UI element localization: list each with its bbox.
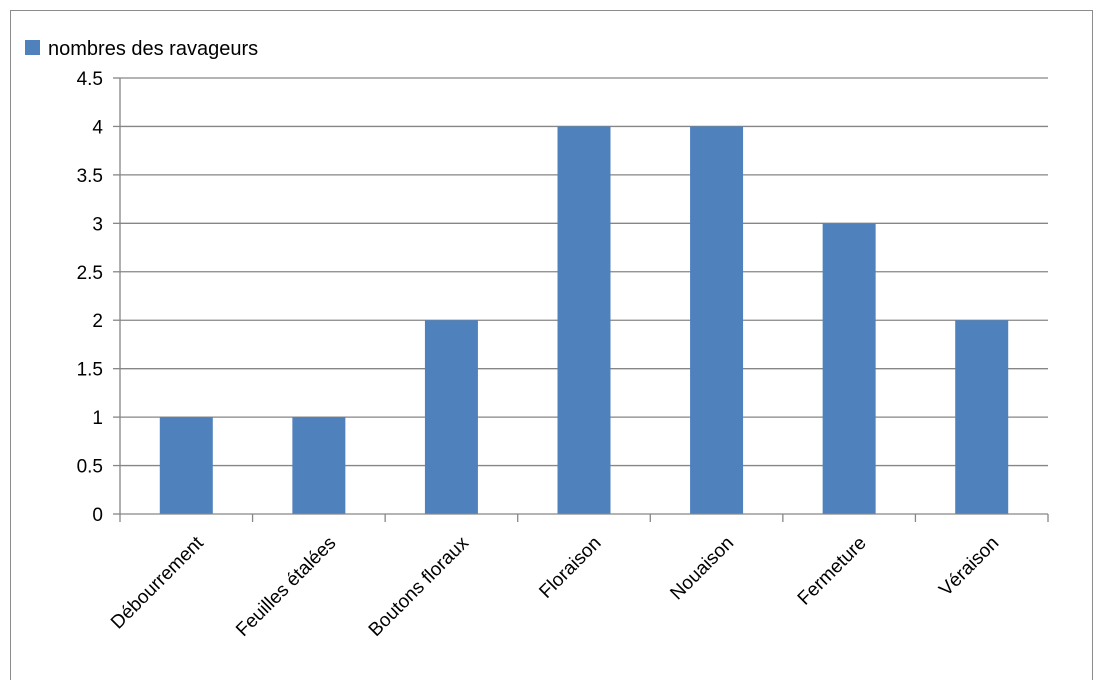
bar — [292, 417, 346, 514]
bar — [822, 223, 876, 515]
x-tick-label: Feuilles étalées — [232, 533, 340, 641]
legend-label: nombres des ravageurs — [48, 38, 258, 60]
chart-frame — [10, 10, 1093, 680]
bar — [159, 417, 213, 514]
y-axis-tick-labels: 0 0.5 1 1.5 2 2.5 3 3.5 4 4.5 — [77, 69, 104, 526]
x-tick-label: Débourrement — [107, 532, 208, 633]
x-tick-label: Boutons floraux — [365, 532, 474, 641]
y-tick-label: 4.5 — [77, 69, 103, 90]
bars — [159, 126, 1009, 515]
bar — [557, 126, 611, 514]
x-tick-label: Véraison — [935, 533, 1003, 601]
y-tick-label: 0.5 — [77, 457, 103, 478]
y-tick-label: 1.5 — [77, 360, 103, 381]
y-tick-label: 3.5 — [77, 166, 103, 187]
x-tick-label: Fermeture — [794, 533, 871, 610]
x-tick-label: Floraison — [535, 533, 605, 603]
legend-swatch — [25, 40, 40, 55]
y-tick-label: 3 — [92, 214, 103, 235]
y-tick-label: 1 — [92, 408, 103, 429]
y-tick-label: 4 — [92, 117, 103, 138]
y-tick-label: 2.5 — [77, 263, 103, 284]
x-tick-label: Nouaison — [666, 533, 738, 605]
bar — [690, 126, 744, 514]
bar — [424, 320, 478, 514]
x-axis-tick-labels: Débourrement Feuilles étalées Boutons flor… — [107, 532, 1003, 641]
legend: nombres des ravageurs — [25, 38, 258, 60]
y-tick-label: 0 — [92, 505, 103, 526]
y-tick-label: 2 — [92, 311, 103, 332]
bar — [955, 320, 1009, 514]
axes — [113, 77, 1049, 522]
